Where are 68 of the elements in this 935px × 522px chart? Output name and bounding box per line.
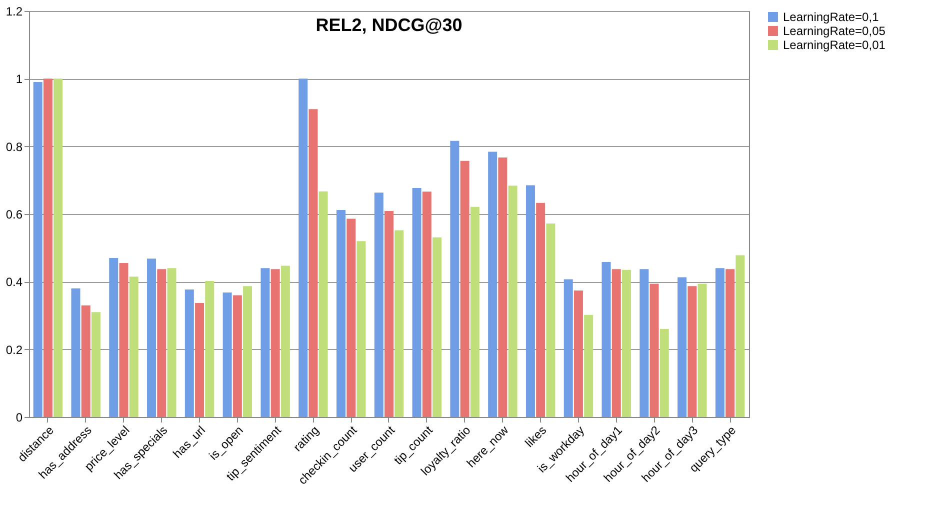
- bar: [508, 186, 518, 417]
- bar: [356, 241, 366, 417]
- y-tick-label: 0.4: [6, 275, 23, 290]
- bar: [450, 140, 460, 417]
- bar: [584, 314, 594, 417]
- bar: [260, 268, 270, 417]
- bar: [526, 185, 535, 417]
- bar: [660, 329, 669, 417]
- y-tick-label: 0.6: [6, 208, 23, 222]
- bar: [298, 78, 308, 417]
- bar: [602, 262, 611, 417]
- bar: [622, 270, 631, 417]
- bar: [736, 255, 745, 417]
- bar: [546, 223, 556, 417]
- legend-label: LearningRate=0,05: [783, 24, 886, 38]
- bar: [167, 268, 176, 417]
- bar: [195, 302, 204, 417]
- bar: [157, 269, 166, 417]
- bar: [129, 276, 138, 417]
- bar: [184, 289, 194, 417]
- bar: [564, 279, 573, 417]
- legend-label: LearningRate=0,1: [783, 10, 880, 24]
- bar: [688, 286, 697, 417]
- y-tick-label: 1: [16, 72, 23, 86]
- bar: [119, 263, 128, 417]
- bar: [640, 269, 649, 417]
- bar: [336, 210, 346, 417]
- bar: [536, 202, 546, 417]
- y-tick-label: 1.2: [6, 4, 23, 18]
- bar: [432, 237, 442, 417]
- bar: [91, 312, 100, 417]
- bar: [318, 191, 328, 417]
- bar: [374, 192, 384, 417]
- bar: [81, 305, 90, 417]
- bar: [460, 160, 470, 417]
- bar: [33, 82, 42, 417]
- bar: [470, 206, 480, 417]
- bar: [346, 218, 356, 417]
- bar: [280, 266, 290, 417]
- bar: [54, 78, 63, 417]
- bar: [422, 192, 432, 417]
- bar: [205, 280, 214, 417]
- bar: [715, 268, 724, 417]
- y-tick-label: 0: [16, 410, 23, 424]
- bar: [612, 269, 621, 417]
- bar: [650, 284, 659, 417]
- bar: [222, 292, 232, 417]
- bar: [71, 288, 80, 417]
- bar: [270, 269, 280, 417]
- chart-title: REL2, NDCG@30: [316, 15, 462, 35]
- bar: [384, 210, 394, 417]
- bar: [147, 258, 156, 417]
- bar: [109, 258, 118, 417]
- bar: [488, 152, 498, 417]
- bar: [498, 158, 508, 417]
- bar: [726, 269, 735, 417]
- bar: [243, 286, 252, 417]
- bar: [698, 284, 707, 417]
- y-tick-label: 0.8: [6, 140, 23, 154]
- bar: [308, 109, 318, 417]
- legend-label: LearningRate=0,01: [783, 38, 886, 52]
- bar: [394, 230, 404, 417]
- bar: [412, 188, 422, 417]
- bar: [678, 277, 687, 417]
- y-tick-label: 0.2: [6, 342, 23, 357]
- bar: [43, 78, 52, 417]
- bar: [574, 290, 583, 417]
- bar: [232, 295, 242, 417]
